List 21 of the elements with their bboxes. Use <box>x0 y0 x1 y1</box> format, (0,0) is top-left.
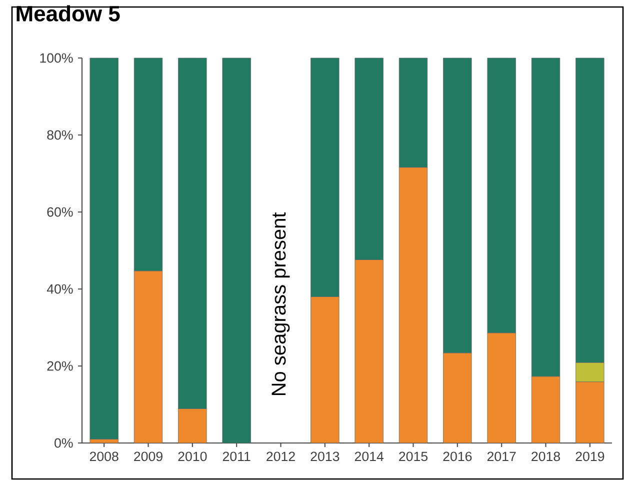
y-tick-label: 100% <box>40 53 73 63</box>
x-tick-label: 2010 <box>178 452 207 462</box>
x-tick-label: 2019 <box>576 452 604 462</box>
x-tick-label: 2015 <box>399 452 428 462</box>
y-tick-label: 0% <box>54 438 73 448</box>
y-tick-label: 20% <box>47 361 73 371</box>
x-tick-label: 2013 <box>310 452 340 462</box>
x-tick-label: 2018 <box>532 452 560 462</box>
y-tick-label: 80% <box>47 130 73 140</box>
x-tick-label: 2009 <box>134 452 162 462</box>
x-tick-label: 2011 <box>222 452 250 462</box>
y-tick-label: 40% <box>46 284 73 294</box>
bar <box>222 58 251 444</box>
x-tick-label: 2016 <box>443 452 472 462</box>
x-tick-label: 2017 <box>487 452 516 462</box>
x-tick-label: 2012 <box>266 452 295 462</box>
y-tick-label: 60% <box>47 207 73 217</box>
bar <box>90 58 118 440</box>
x-tick-label: 2014 <box>354 452 384 462</box>
x-tick-label: 2008 <box>90 452 118 462</box>
annotation: No seagrass present <box>272 212 290 396</box>
